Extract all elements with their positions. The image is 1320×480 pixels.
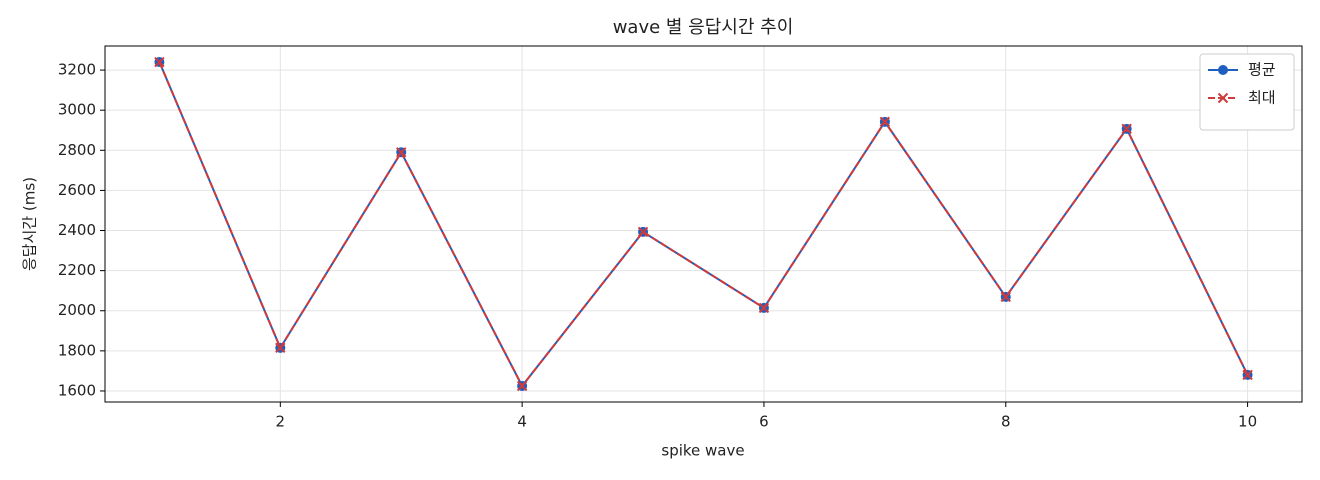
marker [1121,123,1132,135]
y-tick-label: 2800 [58,141,96,159]
series-line [158,61,1249,388]
y-tick-label: 2600 [58,181,96,199]
y-tick-label: 1800 [58,341,96,359]
x-tick-label: 4 [517,413,527,431]
chart-title: wave 별 응답시간 추이 [613,17,794,38]
marker [516,380,528,392]
marker [758,302,770,314]
plot-frame [104,45,1303,403]
marker [1242,369,1253,381]
y-tick-label: 2000 [58,301,96,319]
legend-marker [1218,65,1228,75]
legend-marker [1217,92,1229,104]
y-tick-label: 2400 [58,221,96,239]
legend-box [1199,53,1295,131]
y-tick-label: 1600 [58,381,96,399]
x-tick-label: 2 [276,413,286,431]
marker [396,147,407,158]
x-tick-label: 6 [759,413,769,431]
y-axis-label: 응답시간 (ms) [21,177,39,271]
legend-label: 최대 [1248,89,1276,107]
legend-label: 평균 [1248,61,1276,79]
marker [879,116,891,128]
marker [275,342,286,354]
marker [154,56,165,68]
y-tick-label: 3000 [58,101,96,119]
x-axis-label: spike wave [661,442,744,460]
y-tick-label: 3200 [58,61,96,79]
marker [637,226,649,238]
x-tick-label: 8 [1001,413,1011,431]
x-tick-label: 10 [1238,413,1257,431]
y-tick-label: 2200 [58,261,96,279]
marker [1000,291,1011,303]
